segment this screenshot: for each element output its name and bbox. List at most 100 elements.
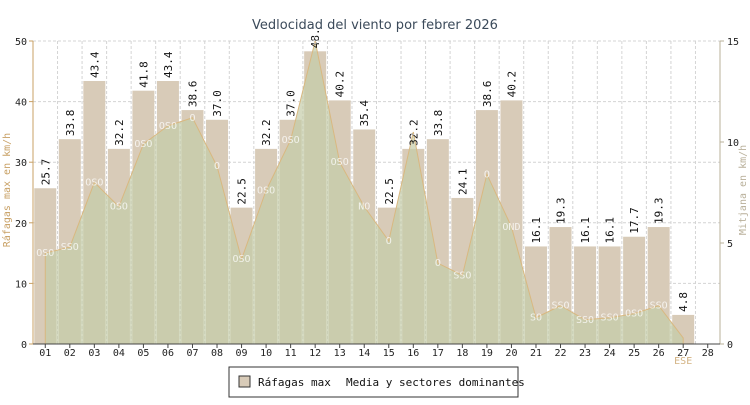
bar-value-label: 43.4 [88,51,101,78]
bar-value-label: 16.1 [530,217,543,244]
y-tick-label-left: 30 [15,158,27,169]
bar-value-label: 40.2 [334,71,347,98]
bar-value-label: 16.1 [579,217,592,244]
direction-label: SO [530,313,542,324]
direction-label: SSO [453,270,471,281]
x-tick-label: 26 [653,348,665,359]
legend: Ráfagas max Media y sectores dominantes [228,366,525,398]
chart-title: Vedlocidad del viento por febrer 2026 [252,18,498,33]
legend-label-gusts: Ráfagas max [258,376,331,389]
y-tick-label-right: 0 [727,340,733,351]
x-tick-label: 17 [432,348,444,359]
direction-label: SSO [61,242,79,253]
direction-label: SSO [601,313,619,324]
direction-label: OSO [85,177,103,188]
x-tick-label: 18 [456,348,468,359]
bar-value-label: 24.1 [456,168,469,195]
legend-swatch-gusts [238,375,251,388]
direction-label: OSO [134,139,152,150]
legend-box [228,366,519,398]
bar-value-label: 33.8 [432,110,445,137]
direction-label: O [484,169,490,180]
x-tick-label: 07 [186,348,198,359]
bar-value-label: 22.5 [236,178,249,205]
x-tick-label: 01 [39,348,51,359]
direction-label: O [435,258,441,269]
y-tick-label-left: 0 [21,340,27,351]
x-tick-label: 22 [554,348,566,359]
bar-value-label: 32.2 [260,119,273,146]
x-tick-label: 16 [407,348,419,359]
x-tick-label: 06 [162,348,174,359]
y-tick-label-left: 20 [15,219,27,230]
mean-area [44,40,684,345]
bar-value-label: 4.8 [677,292,690,312]
y-axis-label-right: Mitjana en km/h [738,145,749,235]
x-tick-label: 28 [702,348,714,359]
direction-label: OSO [282,135,300,146]
x-tick-label: 27 [677,348,689,359]
legend-label-mean: Media y sectores dominantes [346,376,525,389]
bar-value-label: 33.8 [64,110,77,137]
x-tick-label: 23 [579,348,591,359]
mean-area-path [44,40,684,345]
bar-value-label: 25.7 [39,159,52,186]
bar-value-label: 32.2 [113,119,126,146]
bar-value-label: 37.0 [285,90,298,117]
bar-value-label: 35.4 [358,100,371,127]
x-tick-label: 14 [358,348,370,359]
bar-value-label: 43.4 [162,51,175,78]
y-tick-label-right: 5 [727,239,733,250]
direction-label: SSO [551,301,569,312]
bar-value-label: 22.5 [383,178,396,205]
bar-value-label: 48. [309,28,322,48]
direction-label: O [386,236,392,247]
bar-value-label: 38.6 [186,81,199,108]
bar-value-label: 37.0 [211,90,224,117]
direction-label: OSO [625,309,643,320]
direction-label: OSO [159,121,177,132]
y-tick-label-left: 10 [15,279,27,290]
y-tick-label-right: 10 [727,138,739,149]
y-tick-label-left: 40 [15,98,27,109]
bar-value-label: 16.1 [604,217,617,244]
x-tick-label: 11 [285,348,297,359]
direction-label: OSO [331,157,349,168]
y-tick-label-right: 15 [727,37,739,48]
direction-label: NO [358,202,370,213]
direction-label: O [214,161,220,172]
bar-value-label: 40.2 [505,71,518,98]
x-tick-label: 08 [211,348,223,359]
y-axis-label-left: Ráfagas max en km/h [1,133,13,247]
x-tick-label: 24 [604,348,616,359]
x-tick-label: 13 [334,348,346,359]
direction-label: O [312,36,318,47]
direction-label: OSO [110,202,128,213]
direction-label: OSO [233,254,251,265]
direction-label: OND [502,222,520,233]
direction-label: SSO [650,301,668,312]
bar-value-label: 41.8 [137,61,150,88]
direction-label: OSO [36,248,54,259]
direction-label: OSO [257,185,275,196]
bar-labels: 25.7 33.8 43.4 32.2 41.8 43.4 38.6 37.0 22.5 32.2… [39,28,690,311]
direction-label: SSO [576,315,594,326]
bar-value-label: 17.7 [628,207,641,234]
x-tick-label: 12 [309,348,321,359]
direction-label: O [189,113,195,124]
direction-labels: OSOSSOOSOOSOOSOOSOOOOSOOSOOSOOOSONOOOSOO… [36,36,692,367]
x-tick-label: 25 [628,348,640,359]
x-tick-label: 02 [64,348,76,359]
bar-value-label: 38.6 [481,81,494,108]
x-tick-label: 09 [236,348,248,359]
direction-label: OSO [404,127,422,138]
y-tick-label-left: 50 [15,37,27,48]
x-tick-label: 15 [383,348,395,359]
bar-value-label: 19.3 [653,198,666,225]
x-tick-label: 19 [481,348,493,359]
x-tick-label: 03 [88,348,100,359]
x-tick-label: 04 [113,348,125,359]
